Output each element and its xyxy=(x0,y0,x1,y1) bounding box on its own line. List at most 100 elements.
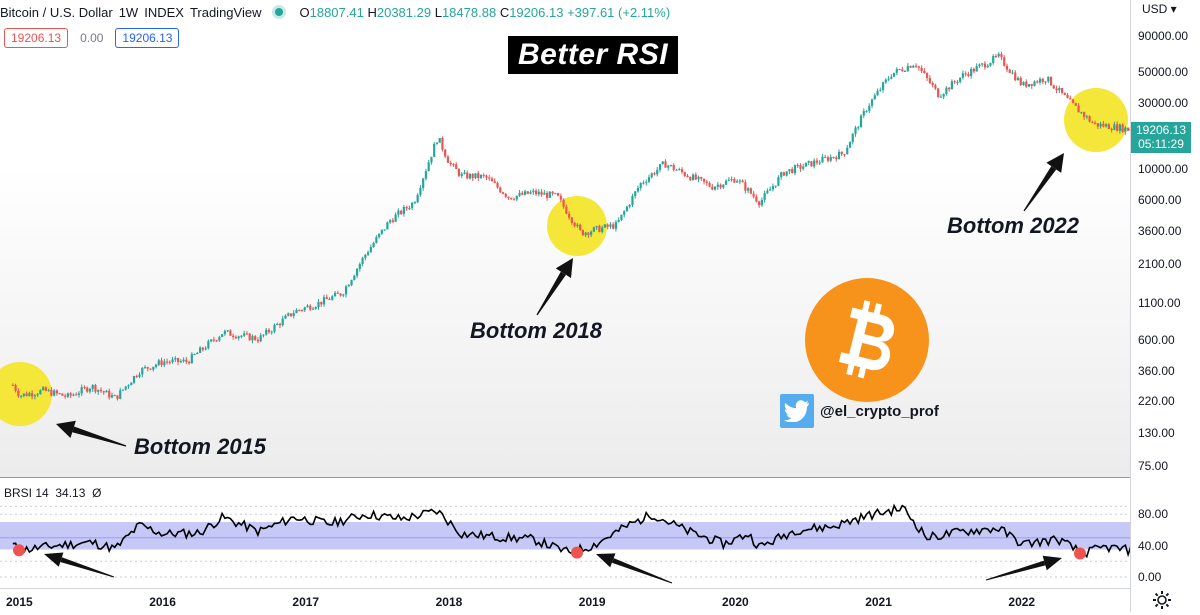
buy-price-button[interactable]: 19206.13 xyxy=(115,28,179,48)
candle-body xyxy=(1058,88,1060,90)
candle-body xyxy=(444,150,446,157)
candle-body xyxy=(450,163,452,164)
candle-body xyxy=(890,77,892,79)
candle-body xyxy=(328,299,330,300)
candle-body xyxy=(667,166,669,168)
candle-body xyxy=(653,173,655,174)
candle-body xyxy=(171,359,173,362)
rsi-legend[interactable]: BRSI 14 34.13 Ø xyxy=(4,486,101,500)
candle-body xyxy=(53,391,55,396)
candle-body xyxy=(915,66,917,67)
candle-body xyxy=(408,208,410,209)
candle-body xyxy=(17,391,19,396)
candle-body xyxy=(452,164,454,165)
candle-body xyxy=(458,169,460,176)
candle-body xyxy=(1088,116,1090,121)
candle-body xyxy=(989,63,991,66)
candle-body xyxy=(86,388,88,392)
time-axis-label: 2017 xyxy=(292,595,319,609)
candle-body xyxy=(692,175,694,181)
rsi-chart[interactable] xyxy=(0,478,1130,588)
candle-body xyxy=(1000,54,1002,57)
candle-body xyxy=(323,297,325,304)
candle-body xyxy=(1039,79,1041,83)
candle-body xyxy=(185,360,187,362)
candle-body xyxy=(31,393,33,396)
candle-body xyxy=(232,336,234,337)
candle-body xyxy=(838,152,840,159)
candle-body xyxy=(403,207,405,214)
candle-body xyxy=(505,194,507,197)
candle-body xyxy=(907,66,909,71)
candle-body xyxy=(370,247,372,252)
candle-body xyxy=(193,354,195,355)
candle-body xyxy=(163,362,165,365)
candle-body xyxy=(494,181,496,183)
candle-body xyxy=(529,192,531,194)
candle-body xyxy=(954,81,956,82)
candle-body xyxy=(26,394,28,397)
candle-body xyxy=(441,138,443,150)
candle-body xyxy=(549,192,551,198)
candle-body xyxy=(904,71,906,72)
candle-body xyxy=(461,174,463,176)
candle-body xyxy=(832,157,834,158)
candle-body xyxy=(50,390,52,396)
candle-body xyxy=(400,211,402,214)
candle-body xyxy=(180,361,182,362)
candle-body xyxy=(719,185,721,188)
candle-body xyxy=(574,223,576,226)
candle-body xyxy=(34,395,36,396)
candle-body xyxy=(1003,57,1005,66)
candle-body xyxy=(125,386,127,389)
currency-selector[interactable]: USD ▾ xyxy=(1142,2,1177,16)
candle-body xyxy=(865,111,867,112)
change-value: +397.61 (+2.11%) xyxy=(567,5,670,20)
candle-body xyxy=(596,226,598,227)
candle-body xyxy=(708,183,710,187)
candle-body xyxy=(1047,77,1049,82)
candle-body xyxy=(147,367,149,369)
candle-body xyxy=(1080,112,1082,113)
candle-body xyxy=(788,169,790,171)
interval-label[interactable]: 1W xyxy=(119,5,139,20)
candle-body xyxy=(42,387,44,390)
candle-body xyxy=(141,368,143,374)
candle-body xyxy=(675,170,677,171)
candle-body xyxy=(629,205,631,207)
source-label: INDEX xyxy=(144,5,184,20)
candle-body xyxy=(243,333,245,335)
candle-body xyxy=(513,199,515,200)
candle-body xyxy=(634,191,636,196)
candle-body xyxy=(496,183,498,188)
candle-body xyxy=(419,188,421,195)
time-axis-label: 2015 xyxy=(6,595,33,609)
candle-body xyxy=(607,225,609,227)
candle-body xyxy=(356,269,358,276)
candle-body xyxy=(601,228,603,232)
candle-body xyxy=(626,207,628,212)
price-axis-label: 10000.00 xyxy=(1138,162,1188,176)
candle-body xyxy=(736,181,738,182)
candle-body xyxy=(447,157,449,163)
candle-body xyxy=(918,66,920,67)
candle-body xyxy=(182,360,184,361)
candle-body xyxy=(384,229,386,230)
candle-body xyxy=(395,215,397,222)
candle-body xyxy=(397,211,399,215)
candle-body xyxy=(1020,78,1022,85)
candle-body xyxy=(843,154,845,155)
candle-body xyxy=(1122,125,1124,132)
sell-price-button[interactable]: 19206.13 xyxy=(4,28,68,48)
candle-body xyxy=(554,193,556,194)
gear-icon[interactable] xyxy=(1152,590,1172,610)
candle-body xyxy=(119,390,121,399)
candle-body xyxy=(293,313,295,316)
candle-body xyxy=(557,193,559,196)
candle-body xyxy=(345,286,347,294)
candle-body xyxy=(1017,78,1019,80)
candle-body xyxy=(645,182,647,183)
symbol-title[interactable]: Bitcoin / U.S. Dollar xyxy=(0,5,113,20)
candle-body xyxy=(284,316,286,319)
candle-body xyxy=(75,395,77,396)
